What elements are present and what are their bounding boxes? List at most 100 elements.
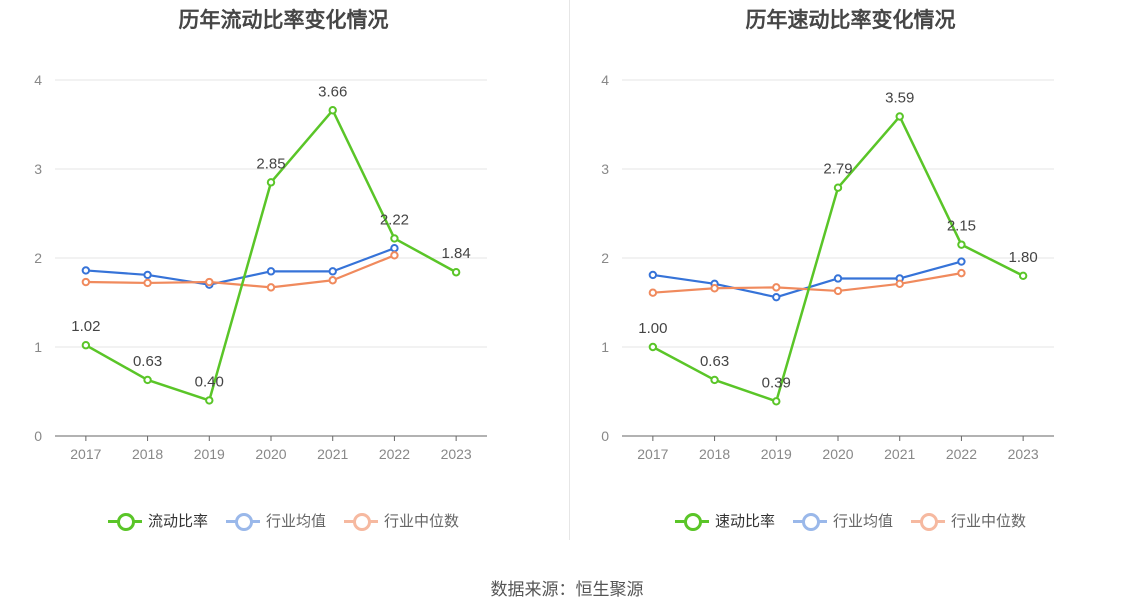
legend-item-industry-mean[interactable]: 行业均值 (225, 510, 326, 531)
data-label: 3.66 (318, 83, 347, 100)
legend-item-industry-mean[interactable]: 行业均值 (792, 510, 893, 531)
data-point (328, 276, 337, 285)
y-tick-label: 3 (34, 161, 42, 177)
y-tick-label: 2 (34, 250, 42, 266)
data-label: 2.15 (947, 218, 976, 235)
data-point (1018, 271, 1028, 280)
y-tick-label: 3 (601, 161, 609, 177)
data-point (143, 375, 152, 385)
legend-marker-icon (225, 512, 260, 531)
legend-item-ratio[interactable]: 速动比率 (674, 510, 775, 531)
data-point (648, 288, 658, 297)
data-point (143, 278, 152, 288)
data-label: 1.00 (638, 320, 667, 337)
data-point (390, 234, 399, 243)
data-point (266, 178, 276, 187)
chart-title: 历年速动比率变化情况 (745, 9, 956, 32)
data-point (895, 112, 904, 121)
data-point (328, 106, 337, 115)
x-tick-label: 2023 (441, 446, 472, 462)
y-tick-label: 0 (34, 428, 42, 444)
data-point (772, 397, 781, 406)
data-point (772, 283, 781, 292)
data-point (710, 284, 719, 293)
x-tick-label: 2017 (70, 446, 101, 462)
quick-ratio-chart-panel: 历年速动比率变化情况 0 1 2 3 4 2017 2018 2019 2020 2021 2022… (567, 0, 1134, 545)
y-tick-label: 1 (34, 339, 42, 355)
data-label: 0.40 (195, 373, 224, 390)
x-tick-label: 2020 (822, 446, 853, 462)
data-point (81, 266, 91, 275)
data-label: 1.80 (1009, 249, 1038, 266)
data-point (205, 396, 214, 405)
legend-item-ratio[interactable]: 流动比率 (107, 510, 208, 531)
data-point (266, 267, 276, 276)
data-point (772, 292, 781, 302)
data-point (957, 268, 966, 278)
x-tick-label: 2022 (946, 446, 977, 462)
y-tick-label: 0 (601, 428, 609, 444)
data-point (648, 270, 658, 280)
y-tick-label: 4 (601, 72, 609, 88)
legend-marker-icon (674, 512, 709, 531)
legend-label: 行业中位数 (951, 513, 1027, 530)
data-point (143, 270, 152, 280)
legend-label: 流动比率 (147, 513, 208, 530)
y-tick-label: 1 (601, 339, 609, 355)
data-point (451, 268, 461, 277)
legend-label: 速动比率 (714, 513, 775, 530)
legend-label: 行业均值 (265, 513, 326, 530)
data-point (957, 240, 966, 249)
legend-item-industry-median[interactable]: 行业中位数 (344, 510, 459, 531)
y-tick-label: 4 (34, 72, 42, 88)
legend-marker-icon (911, 512, 945, 531)
data-label: 1.84 (442, 245, 471, 262)
series-line (85, 254, 395, 289)
data-point (205, 277, 214, 287)
x-tick-label: 2021 (884, 446, 915, 462)
x-tick-label: 2022 (379, 446, 410, 462)
data-label: 0.63 (700, 353, 729, 370)
data-point (328, 267, 337, 276)
data-point (957, 257, 966, 266)
series-line (652, 272, 962, 294)
data-label: 0.39 (762, 374, 791, 391)
x-tick-label: 2020 (255, 446, 286, 462)
current-ratio-chart: 0 1 2 3 4 2017 2018 2019 2020 2021 2022 2023 1.02 0.6… (34, 72, 487, 462)
series-line (85, 247, 395, 286)
series-line (652, 260, 962, 299)
data-label: 3.59 (885, 89, 914, 106)
legend-label: 行业均值 (832, 513, 893, 530)
x-tick-label: 2021 (317, 446, 348, 462)
data-point (81, 341, 91, 350)
data-label: 2.22 (380, 211, 409, 228)
y-tick-label: 2 (601, 250, 609, 266)
data-point (895, 279, 904, 289)
legend-marker-icon (107, 512, 142, 531)
x-tick-label: 2019 (761, 446, 792, 462)
legend-marker-icon (792, 512, 827, 531)
x-tick-label: 2018 (699, 446, 730, 462)
data-source-note: 数据来源：恒生聚源 (490, 580, 644, 599)
data-label: 1.02 (71, 318, 100, 335)
legend-label: 行业中位数 (384, 513, 460, 530)
data-label: 0.63 (133, 353, 162, 370)
x-tick-label: 2018 (132, 446, 163, 462)
current-ratio-chart-panel: 历年流动比率变化情况 0 1 2 3 4 2017 2018 2019 2020 2021 2022… (0, 0, 567, 545)
data-point (266, 283, 276, 292)
data-label: 2.79 (823, 161, 852, 178)
data-point (833, 286, 843, 296)
legend-marker-icon (344, 512, 378, 531)
x-tick-label: 2023 (1008, 446, 1039, 462)
x-tick-label: 2017 (637, 446, 668, 462)
data-point (648, 342, 658, 352)
legend: 流动比率 行业均值 行业中位数 (0, 510, 567, 531)
data-label: 2.85 (256, 155, 285, 172)
data-point (390, 244, 399, 253)
legend-item-industry-median[interactable]: 行业中位数 (911, 510, 1026, 531)
quick-ratio-chart: 0 1 2 3 4 2017 2018 2019 2020 2021 2022 2023 1.00 0.6… (601, 72, 1054, 462)
data-point (390, 251, 399, 260)
legend: 速动比率 行业均值 行业中位数 (567, 510, 1134, 531)
x-tick-label: 2019 (194, 446, 225, 462)
data-point (833, 274, 843, 283)
